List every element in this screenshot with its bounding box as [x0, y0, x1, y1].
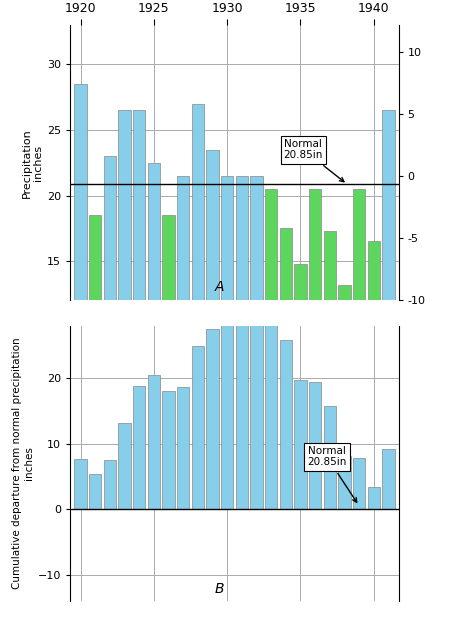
Bar	[338, 285, 351, 458]
Y-axis label: Precipitation
inches: Precipitation inches	[22, 128, 43, 198]
Bar	[280, 341, 292, 509]
Bar	[250, 176, 263, 458]
Bar	[221, 324, 234, 509]
Bar	[221, 176, 234, 458]
Bar	[89, 475, 101, 509]
Bar	[265, 318, 277, 509]
Bar	[192, 104, 204, 458]
Bar	[280, 228, 292, 458]
Bar	[309, 189, 321, 458]
Text: Normal
20.85in: Normal 20.85in	[284, 139, 344, 182]
Y-axis label: Cumulative departure from normal precipitation
inches: Cumulative departure from normal precipi…	[12, 337, 34, 589]
Text: Normal
20.85in: Normal 20.85in	[307, 446, 357, 502]
Bar	[162, 391, 175, 509]
Bar	[206, 150, 219, 458]
Bar	[353, 458, 365, 509]
Bar	[294, 380, 307, 509]
Bar	[338, 456, 351, 509]
Text: A: A	[215, 280, 225, 294]
Bar	[118, 423, 131, 509]
Bar	[192, 346, 204, 509]
Text: B: B	[215, 582, 225, 596]
Bar	[133, 110, 145, 458]
Bar	[235, 176, 248, 458]
Bar	[148, 163, 160, 458]
Bar	[148, 376, 160, 509]
Bar	[162, 215, 175, 458]
Bar	[104, 156, 116, 458]
Bar	[89, 215, 101, 458]
Bar	[353, 189, 365, 458]
Bar	[309, 382, 321, 509]
Bar	[382, 110, 394, 458]
Bar	[368, 486, 380, 509]
Bar	[133, 386, 145, 509]
Bar	[324, 231, 336, 458]
Bar	[235, 321, 248, 509]
Bar	[75, 84, 87, 458]
Bar	[75, 459, 87, 509]
Bar	[250, 316, 263, 509]
Bar	[177, 386, 189, 509]
Bar	[118, 110, 131, 458]
Bar	[206, 329, 219, 509]
Bar	[294, 264, 307, 458]
Bar	[177, 176, 189, 458]
Bar	[324, 406, 336, 509]
Bar	[265, 189, 277, 458]
Bar	[382, 449, 394, 509]
Bar	[368, 242, 380, 458]
Bar	[104, 460, 116, 509]
